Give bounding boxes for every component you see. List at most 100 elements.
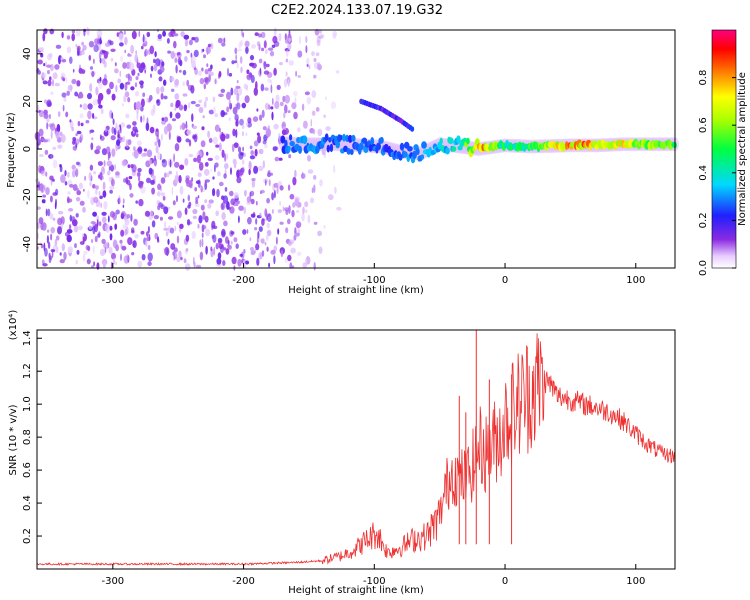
noise-speckle [250, 150, 254, 156]
noise-speckle [76, 45, 81, 51]
noise-speckle [228, 99, 231, 108]
ridge-cell [349, 149, 354, 155]
noise-speckle [256, 108, 259, 112]
noise-speckle [37, 105, 40, 111]
noise-speckle [71, 164, 76, 170]
noise-speckle [82, 236, 85, 245]
noise-speckle [328, 194, 334, 201]
noise-speckle [185, 138, 190, 143]
noise-speckle [171, 186, 174, 196]
snr-series [36, 330, 676, 567]
noise-speckle [40, 170, 46, 177]
noise-speckle [244, 40, 250, 48]
noise-speckle [198, 99, 203, 104]
noise-speckle [39, 184, 46, 193]
noise-speckle [133, 149, 139, 159]
noise-speckle [142, 114, 145, 122]
noise-speckle [44, 247, 48, 257]
noise-speckle [334, 186, 337, 194]
noise-speckle [287, 184, 291, 191]
noise-speckle [162, 30, 167, 37]
noise-speckle [279, 185, 284, 191]
ridge-cell [421, 141, 427, 149]
noise-speckle [283, 78, 288, 88]
noise-speckle [262, 160, 265, 169]
noise-speckle [137, 167, 142, 173]
noise-speckle [240, 66, 243, 74]
noise-speckle [228, 117, 231, 121]
noise-speckle [120, 55, 123, 63]
noise-speckle [232, 128, 236, 137]
noise-speckle [313, 221, 318, 225]
noise-speckle [43, 109, 48, 115]
noise-speckle [55, 235, 60, 241]
noise-speckle [267, 47, 274, 51]
noise-speckle [59, 165, 63, 173]
noise-speckle [112, 118, 115, 125]
noise-speckle [313, 184, 316, 193]
ridge-cell [466, 137, 470, 145]
noise-speckle [277, 209, 282, 214]
noise-speckle [137, 260, 143, 268]
noise-speckle [191, 113, 194, 122]
noise-speckle [169, 76, 175, 82]
noise-speckle [192, 208, 198, 215]
noise-speckle [278, 132, 281, 140]
noise-speckle [184, 158, 189, 166]
noise-speckle [69, 119, 72, 123]
ridge-cell [347, 134, 353, 143]
noise-speckle [72, 219, 78, 227]
noise-speckle [231, 143, 235, 153]
noise-speckle [128, 176, 133, 180]
noise-speckle [136, 62, 142, 69]
noise-speckle [97, 161, 103, 166]
noise-speckle [102, 190, 107, 198]
noise-speckle [52, 146, 57, 150]
noise-speckle [188, 201, 192, 207]
noise-speckle [214, 113, 219, 118]
noise-speckle [270, 249, 276, 255]
noise-speckle [109, 225, 113, 231]
noise-speckle [217, 252, 222, 260]
noise-speckle [302, 262, 308, 268]
noise-speckle [120, 229, 125, 237]
noise-speckle [233, 142, 239, 148]
noise-speckle [249, 190, 255, 197]
noise-speckle [254, 32, 259, 36]
noise-speckle [66, 90, 70, 96]
noise-speckle [304, 91, 310, 96]
noise-speckle [120, 122, 126, 128]
noise-speckle [223, 37, 226, 43]
noise-speckle [264, 143, 268, 149]
noise-speckle [120, 253, 122, 262]
noise-speckle [95, 185, 99, 190]
noise-speckle [317, 63, 322, 71]
noise-speckle [163, 116, 169, 123]
noise-speckle [164, 172, 167, 178]
noise-speckle [124, 82, 128, 91]
noise-speckle [235, 129, 238, 138]
noise-speckle [60, 57, 64, 61]
noise-speckle [197, 195, 200, 199]
noise-speckle [220, 245, 224, 254]
noise-speckle [86, 27, 90, 36]
noise-speckle [258, 148, 264, 155]
noise-speckle [129, 62, 135, 71]
noise-speckle [265, 128, 271, 138]
noise-speckle [36, 206, 41, 210]
noise-speckle [156, 86, 160, 95]
noise-speckle [150, 65, 154, 72]
noise-speckle [173, 252, 178, 260]
ridge-cell [358, 142, 364, 151]
noise-speckle [119, 70, 122, 78]
ridge-cell [415, 148, 420, 155]
noise-speckle [200, 204, 205, 211]
noise-speckle [193, 49, 199, 58]
noise-speckle [223, 247, 227, 251]
noise-speckle [124, 218, 130, 226]
noise-speckle [99, 248, 106, 256]
noise-speckle [208, 109, 215, 115]
noise-speckle [176, 256, 181, 263]
noise-speckle [57, 226, 62, 235]
noise-speckle [54, 238, 58, 247]
